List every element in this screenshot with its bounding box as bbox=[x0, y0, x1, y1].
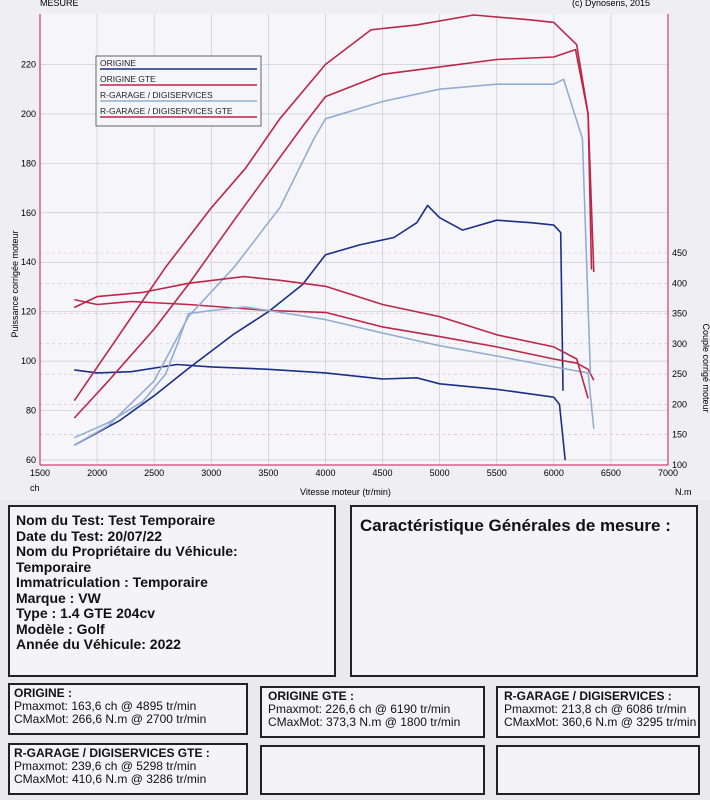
result-title: ORIGINE : bbox=[14, 686, 73, 700]
series-line-power-4 bbox=[73, 78, 592, 446]
legend-label: R-GARAGE / DIGISERVICES GTE bbox=[100, 106, 233, 116]
model: Modèle : Golf bbox=[16, 620, 105, 637]
legend-label: R-GARAGE / DIGISERVICES bbox=[100, 90, 213, 100]
x-axis-label: Vitesse moteur (tr/min) bbox=[300, 487, 391, 497]
x-unit-left: ch bbox=[30, 483, 40, 493]
x-tick-label: 7000 bbox=[658, 468, 678, 478]
characteristics-title: Caractéristique Générales de mesure : bbox=[360, 516, 671, 535]
y-left-tick-label: 140 bbox=[21, 257, 36, 267]
result-cmax: CMaxMot: 373,3 N.m @ 1800 tr/min bbox=[268, 715, 461, 729]
result-cmax: CMaxMot: 266,6 N.m @ 2700 tr/min bbox=[14, 712, 207, 726]
result-title: ORIGINE GTE : bbox=[268, 689, 355, 703]
y-axis-left-label: Puissance corrigée moteur bbox=[10, 230, 20, 337]
x-tick-label: 6000 bbox=[544, 468, 564, 478]
result-box-rgarage-gte: R-GARAGE / DIGISERVICES GTE : Pmaxmot: 2… bbox=[8, 743, 248, 795]
y-left-tick-label: 200 bbox=[21, 109, 36, 119]
dyno-chart: 1500 2000 2500 3000 3500 4000 4500 5000 5500 6000… bbox=[10, 0, 710, 497]
legend-label: ORIGINE bbox=[100, 58, 136, 68]
owner-label: Nom du Propriétaire du Véhicule: bbox=[16, 543, 238, 559]
y-left-tick-label: 60 bbox=[26, 455, 36, 465]
vehicle-type: Type : 1.4 GTE 204cv bbox=[16, 605, 156, 621]
test-name: Nom du Test: Test Temporaire bbox=[16, 512, 216, 528]
series-line-torque-1 bbox=[74, 363, 566, 461]
x-tick-label: 3500 bbox=[258, 468, 278, 478]
chart-axes bbox=[39, 14, 669, 466]
header-left-label: MESURE bbox=[40, 0, 79, 8]
test-date: Date du Test: 20/07/22 bbox=[16, 527, 163, 544]
y-right-tick-label: 450 bbox=[672, 248, 687, 258]
y-right-tick-label: 300 bbox=[672, 339, 687, 349]
y-left-tick-label: 220 bbox=[21, 59, 36, 69]
x-tick-label: 2500 bbox=[144, 468, 164, 478]
x-tick-label: 1500 bbox=[30, 468, 50, 478]
series-line-torque-3 bbox=[74, 298, 595, 381]
result-pmax: Pmaxmot: 163,6 ch @ 4895 tr/min bbox=[14, 699, 197, 713]
legend-box bbox=[95, 55, 262, 127]
y-left-tick-label: 120 bbox=[21, 307, 36, 317]
result-title: R-GARAGE / DIGISERVICES GTE : bbox=[14, 746, 210, 760]
result-pmax: Pmaxmot: 226,6 ch @ 6190 tr/min bbox=[268, 702, 451, 716]
y-right-tick-label: 150 bbox=[672, 430, 687, 440]
y-axis-right-label: Couple corrigé moteur bbox=[701, 323, 710, 412]
y-right-tick-label: 200 bbox=[672, 399, 687, 409]
result-pmax: Pmaxmot: 239,6 ch @ 5298 tr/min bbox=[14, 759, 197, 773]
chart-tick-labels: 1500 2000 2500 3000 3500 4000 4500 5000 5500 6000… bbox=[21, 59, 687, 478]
result-pmax: Pmaxmot: 213,8 ch @ 6086 tr/min bbox=[504, 702, 687, 716]
series-line-power-6 bbox=[73, 14, 593, 402]
y-left-tick-label: 160 bbox=[21, 208, 36, 218]
owner-value: Temporaire bbox=[16, 558, 92, 575]
x-tick-label: 5000 bbox=[430, 468, 450, 478]
y-left-tick-label: 100 bbox=[21, 356, 36, 366]
x-tick-label: 4500 bbox=[373, 468, 393, 478]
series-line-power-0 bbox=[73, 204, 564, 446]
y-right-tick-label: 350 bbox=[672, 309, 687, 319]
vehicle-year: Année du Véhicule: 2022 bbox=[16, 636, 181, 652]
x-tick-label: 5500 bbox=[487, 468, 507, 478]
chart-legend: ORIGINE ORIGINE GTE R-GARAGE / DIGISERVICE… bbox=[95, 55, 262, 127]
test-info-box: Nom du Test: Test Temporaire Date du Tes… bbox=[8, 505, 336, 677]
y-right-tick-label: 400 bbox=[672, 278, 687, 288]
characteristics-box: Caractéristique Générales de mesure : bbox=[350, 505, 698, 677]
result-title: R-GARAGE / DIGISERVICES : bbox=[504, 689, 672, 703]
y-right-tick-label: 100 bbox=[672, 460, 687, 470]
chart-series-lines bbox=[73, 14, 595, 461]
result-cmax: CMaxMot: 410,6 N.m @ 3286 tr/min bbox=[14, 772, 207, 786]
legend-label: ORIGINE GTE bbox=[100, 74, 156, 84]
result-box-origine: ORIGINE : Pmaxmot: 163,6 ch @ 4895 tr/mi… bbox=[8, 683, 248, 735]
brand: Marque : VW bbox=[16, 589, 101, 606]
result-box-rgarage: R-GARAGE / DIGISERVICES : Pmaxmot: 213,8… bbox=[496, 686, 700, 738]
copyright: (c) Dynosens, 2015 bbox=[572, 0, 650, 8]
registration: Immatriculation : Temporaire bbox=[16, 574, 208, 590]
x-tick-label: 6500 bbox=[601, 468, 621, 478]
y-right-tick-label: 250 bbox=[672, 369, 687, 379]
x-tick-label: 3000 bbox=[201, 468, 221, 478]
x-tick-label: 2000 bbox=[87, 468, 107, 478]
series-line-torque-5 bbox=[73, 306, 595, 439]
y-left-tick-label: 80 bbox=[26, 406, 36, 416]
result-cmax: CMaxMot: 360,6 N.m @ 3295 tr/min bbox=[504, 715, 697, 729]
y-left-tick-label: 180 bbox=[21, 158, 36, 168]
result-box-origine-gte: ORIGINE GTE : Pmaxmot: 226,6 ch @ 6190 t… bbox=[260, 686, 485, 738]
series-line-torque-7 bbox=[73, 275, 589, 399]
result-box-empty-1 bbox=[260, 745, 485, 795]
result-box-empty-2 bbox=[496, 745, 700, 795]
x-unit-right: N.m bbox=[675, 487, 692, 497]
series-line-power-2 bbox=[73, 48, 595, 419]
x-tick-label: 4000 bbox=[315, 468, 335, 478]
